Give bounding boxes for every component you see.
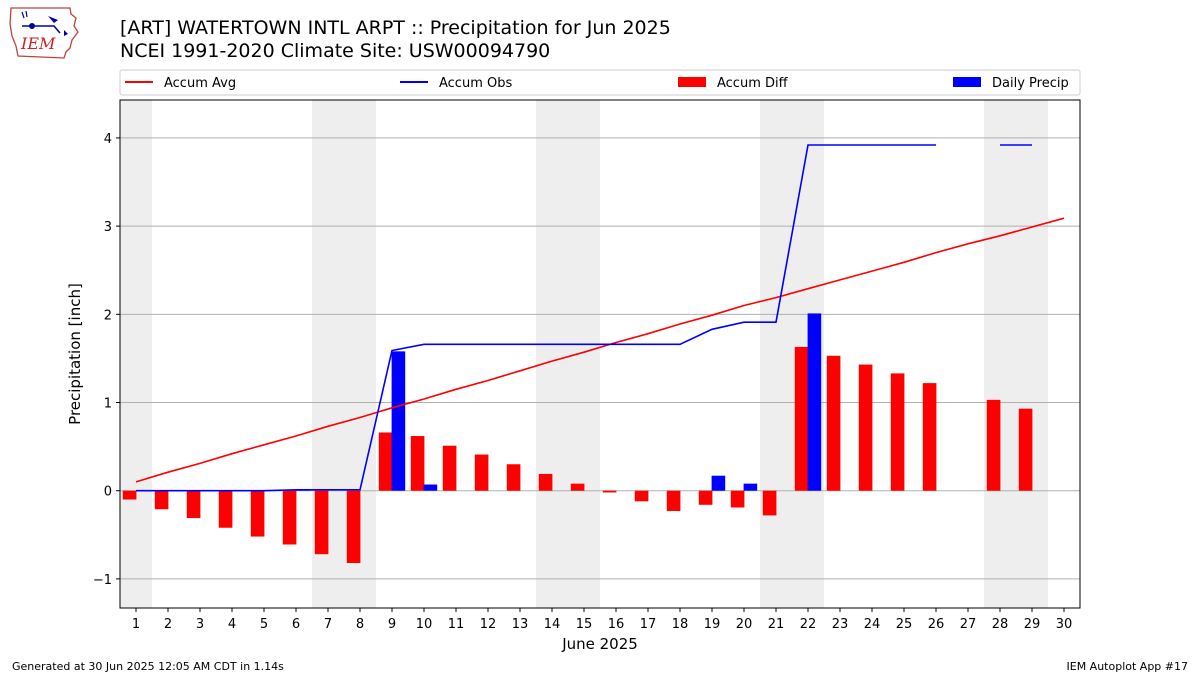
x-tick-label: 2 [164,617,172,632]
x-tick-label: 29 [1024,617,1041,632]
weekend-band [120,100,152,608]
x-tick-label: 18 [672,617,689,632]
accum-diff-bar [1018,408,1033,491]
weekend-band [984,100,1048,608]
accum-obs-line [136,144,936,492]
daily-precip-bar [423,484,438,491]
accum-diff-bar [890,373,905,491]
legend-swatch-bar [953,77,981,87]
accum-diff-bar [186,490,201,519]
x-tick-label: 24 [864,617,881,632]
accum-diff-bar [410,436,425,491]
accum-diff-bar [826,355,841,491]
accum-diff-bar [154,490,169,510]
legend-swatch-bar [678,77,706,87]
accum-diff-bar [282,490,297,545]
x-tick-label: 14 [544,617,561,632]
accum-diff-bar [474,454,489,491]
x-tick-label: 6 [292,617,300,632]
accum-avg-line [135,217,1065,483]
daily-precip-bar [391,351,406,491]
x-tick-label: 27 [960,617,977,632]
accum-diff-bar [314,490,329,555]
accum-diff-bar [986,399,1001,491]
x-tick-label: 8 [356,617,364,632]
x-tick-label: 16 [608,617,625,632]
accum-diff-bar [538,473,553,491]
y-tick-label: −1 [93,573,112,588]
x-tick-label: 11 [448,617,465,632]
x-tick-label: 12 [480,617,497,632]
daily-precip-bar [807,313,822,491]
accum-diff-bar [922,383,937,491]
legend-label: Accum Obs [439,76,512,91]
legend-label: Accum Avg [164,76,236,91]
x-tick-label: 13 [512,617,529,632]
y-axis-label: Precipitation [inch] [66,283,84,425]
legend-frame [119,69,1081,96]
accum-diff-bar [250,490,265,537]
x-tick-label: 17 [640,617,657,632]
x-tick-label: 9 [388,617,396,632]
x-tick-label: 20 [736,617,753,632]
y-tick-label: 3 [104,220,112,235]
logo-text: IEM [20,34,56,53]
chart-title: [ART] WATERTOWN INTL ARPT :: Precipitati… [120,17,671,39]
app-footer: IEM Autoplot App #17 [1066,660,1189,673]
x-tick-label: 28 [992,617,1009,632]
accum-diff-bar [858,364,873,491]
accum-diff-bar [634,490,649,502]
x-tick-label: 25 [896,617,913,632]
accum-diff-bar [122,490,137,500]
accum-diff-bar [794,346,809,491]
x-tick-label: 7 [324,617,332,632]
accum-diff-bar [666,490,681,511]
accum-diff-bar [218,490,233,528]
y-tick-label: 1 [104,397,112,412]
accum-diff-bar [602,490,617,493]
accum-diff-bar [346,490,361,564]
accum-diff-bar [378,432,393,491]
legend-label: Daily Precip [992,76,1069,91]
x-tick-label: 22 [800,617,817,632]
x-tick-label: 23 [832,617,849,632]
x-tick-label: 4 [228,617,236,632]
accum-diff-bar [506,464,521,491]
chart-legend: Accum Avg Accum Obs Accum Diff Daily Precip [119,69,1081,96]
accum-diff-bar [570,483,585,491]
iem-logo: IEM [8,6,80,60]
legend-label: Accum Diff [717,76,789,91]
y-tick-label: 0 [104,485,112,500]
x-tick-label: 19 [704,617,721,632]
daily-precip-bar [743,483,758,491]
generated-footer: Generated at 30 Jun 2025 12:05 AM CDT in… [12,660,284,673]
weekend-band [536,100,600,608]
plot-frame [119,99,1081,609]
accum-diff-bar [698,490,713,505]
x-tick-label: 1 [132,617,140,632]
chart-subtitle: NCEI 1991-2020 Climate Site: USW00094790 [120,40,551,62]
x-tick-label: 10 [416,617,433,632]
x-tick-label: 3 [196,617,204,632]
x-tick-label: 26 [928,617,945,632]
daily-precip-bar [711,475,726,491]
x-tick-label: 15 [576,617,593,632]
x-tick-label: 30 [1056,617,1073,632]
y-tick-label: 2 [104,308,112,323]
accum-diff-bar [730,490,745,508]
x-axis-label: June 2025 [561,635,638,653]
accum-diff-bar [762,490,777,516]
y-tick-label: 4 [104,132,112,147]
x-tick-label: 5 [260,617,268,632]
x-tick-label: 21 [768,617,785,632]
accum-diff-bar [442,445,457,491]
